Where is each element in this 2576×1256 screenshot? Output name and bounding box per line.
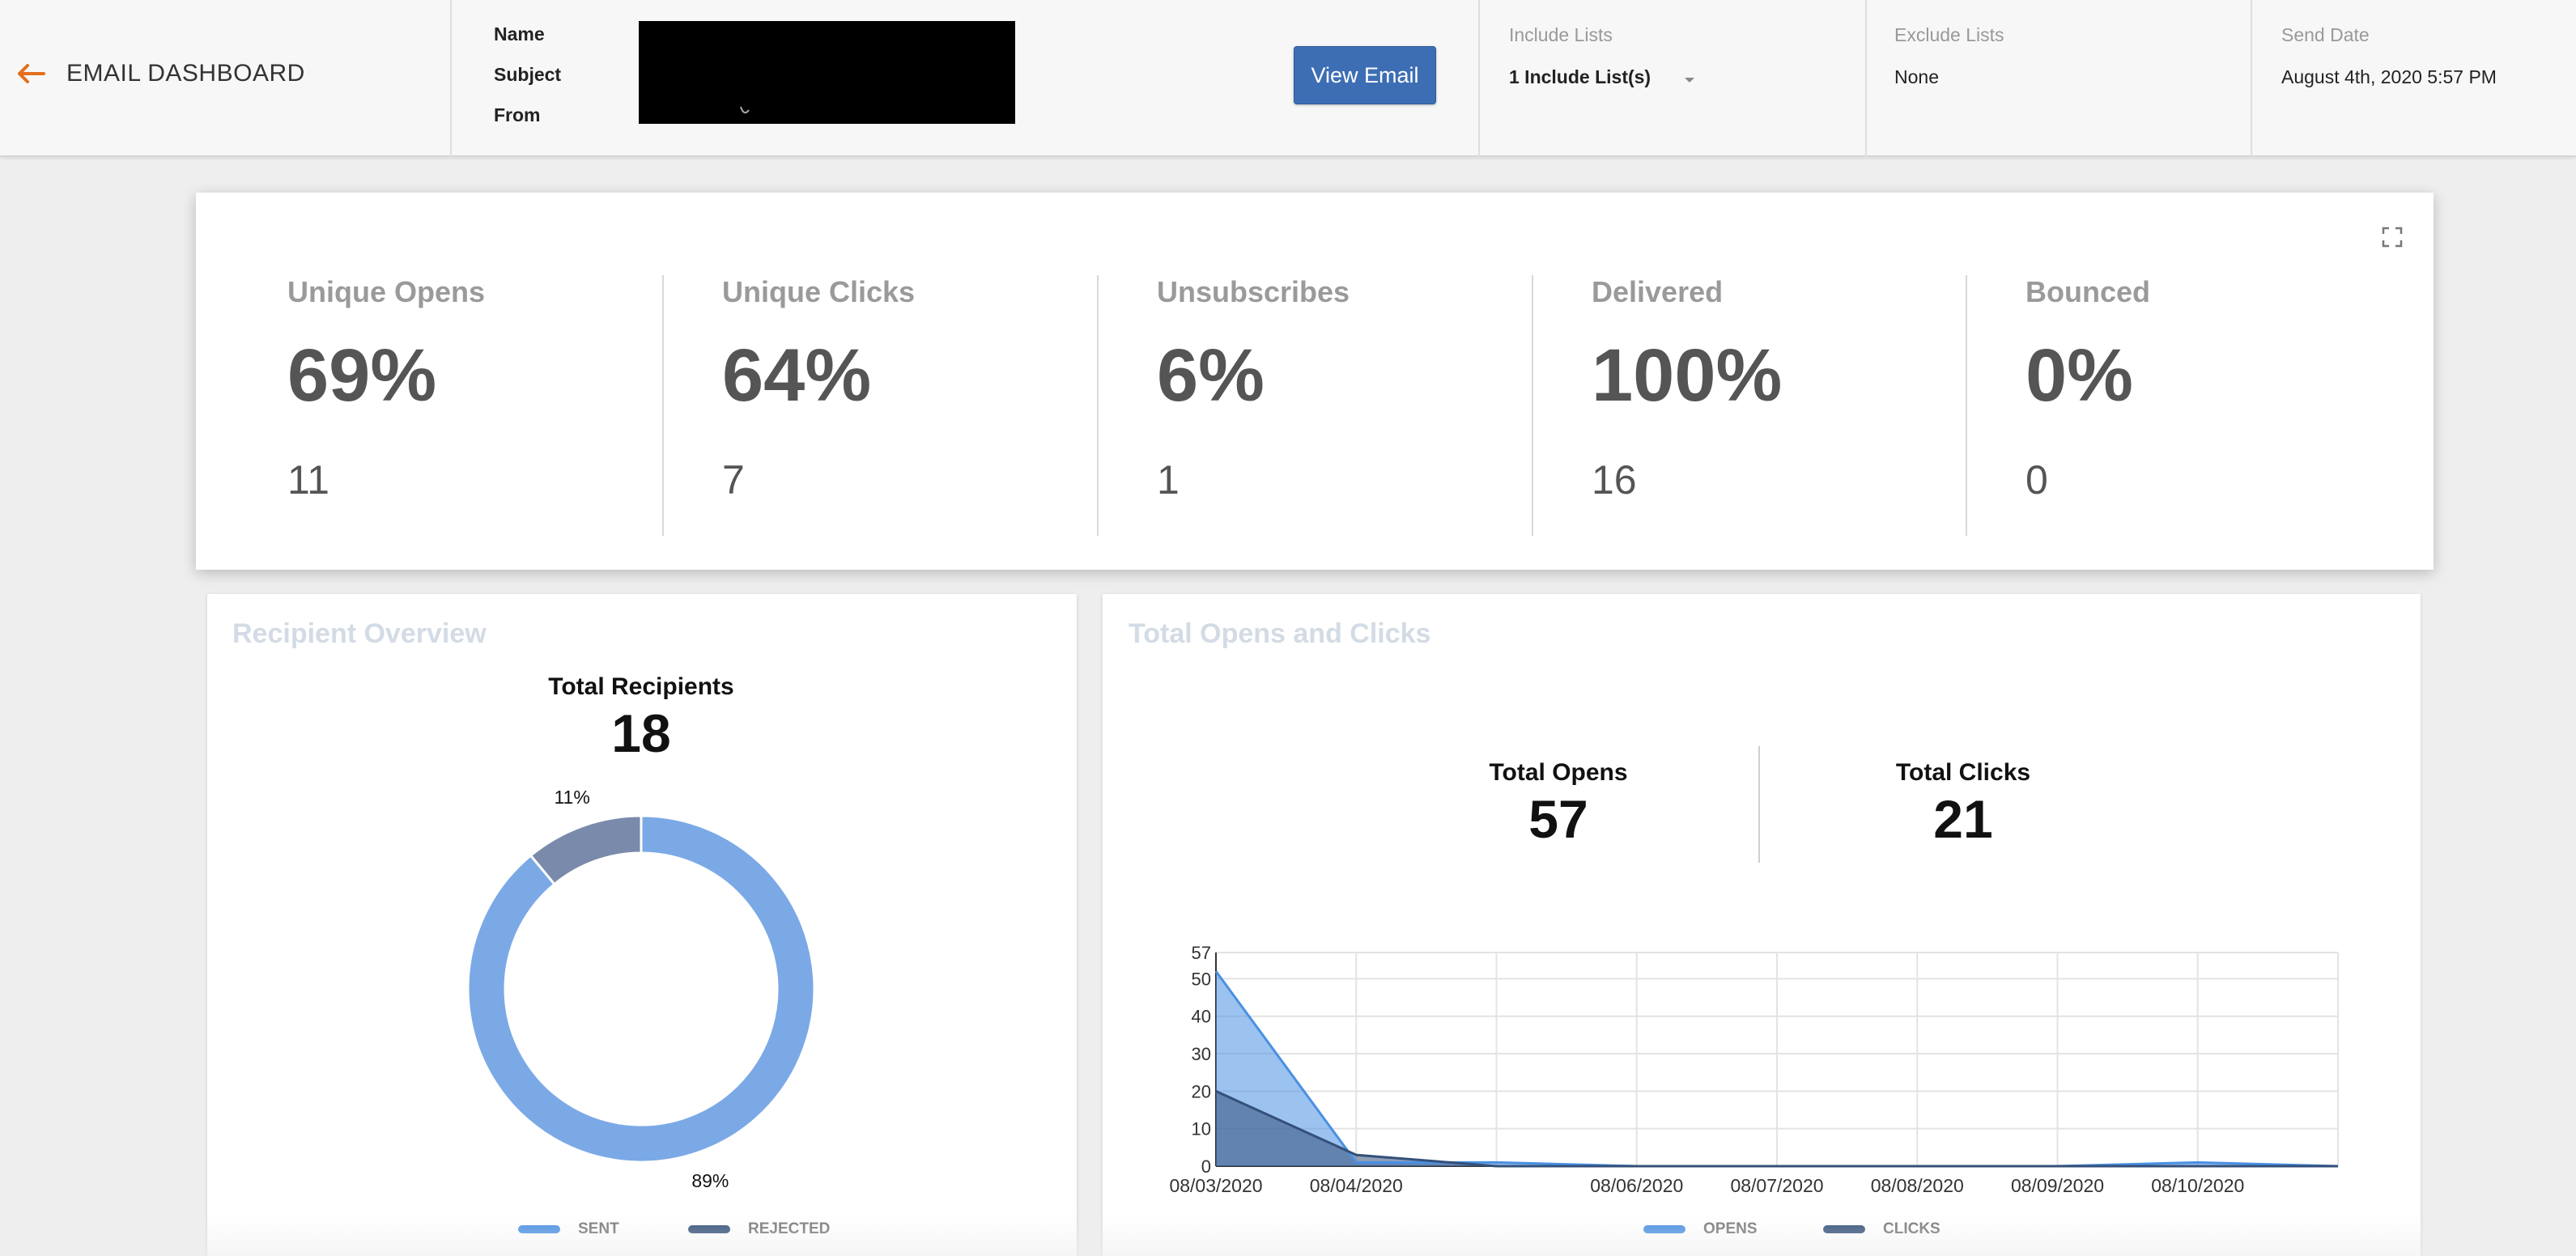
x-tick-label: 08/06/2020 [1590,1175,1683,1196]
y-tick-label: 57 [1192,943,1211,963]
x-tick-label: 08/04/2020 [1310,1175,1403,1196]
total-opens-value: 57 [1528,789,1588,849]
y-tick-label: 0 [1201,1156,1211,1177]
donut-slice-sent [466,814,816,1164]
x-tick-label: 08/09/2020 [2011,1175,2104,1196]
stat-divider [1532,275,1533,536]
y-tick-label: 50 [1192,969,1211,989]
stat-label: Unique Clicks [722,275,916,308]
stat-count: 11 [287,457,329,503]
include-lists-label: Include Lists [1509,24,1613,45]
stat-percent: 64% [722,334,872,417]
stat-label: Unsubscribes [1157,275,1350,308]
y-tick-label: 30 [1192,1044,1211,1064]
stat-label: Delivered [1592,275,1724,308]
back-arrow-icon[interactable] [15,62,47,86]
donut-slice-rejected [529,814,643,886]
stat-percent: 69% [287,334,437,417]
y-tick-label: 40 [1192,1007,1211,1027]
exclude-lists-value: None [1894,66,1939,87]
from-label: From [494,104,541,125]
recipient-overview-title: Recipient Overview [232,618,487,649]
stat-label: Bounced [2026,275,2151,308]
stat-divider [662,275,664,536]
stat-label: Unique Opens [287,275,486,308]
send-date-value: August 4th, 2020 5:57 PM [2281,66,2497,87]
legend-swatch [1643,1225,1685,1233]
send-date-label: Send Date [2281,24,2370,45]
legend-opens[interactable]: OPENS [1643,1220,1758,1238]
stat-divider [1966,275,1967,536]
stat-percent: 100% [1592,334,1783,417]
stat-divider [1097,275,1099,536]
stat-count: 1 [1157,457,1180,503]
legend-label: OPENS [1703,1220,1758,1237]
y-tick-label: 10 [1192,1119,1211,1139]
redacted-email-details [639,21,1015,124]
x-tick-label: 08/07/2020 [1730,1175,1823,1196]
donut-value-label: 89% [691,1170,729,1191]
redacted-text-fragment [740,106,750,114]
donut-value-label: 11% [554,787,589,808]
view-email-button[interactable]: View Email [1294,46,1436,104]
legend-label: CLICKS [1883,1220,1941,1237]
x-tick-label: 08/08/2020 [1871,1175,1964,1196]
expand-icon[interactable] [2382,227,2403,248]
name-label: Name [494,23,545,45]
stat-percent: 0% [2026,334,2133,417]
total-clicks-label: Total Clicks [1895,759,2031,786]
stat-count: 0 [2026,457,2048,503]
total-opens-label: Total Opens [1489,759,1628,786]
page-title: EMAIL DASHBOARD [66,60,305,87]
header-divider [2251,0,2252,157]
total-recipients-value: 18 [611,703,671,763]
exclude-lists-label: Exclude Lists [1894,24,2004,45]
include-lists-select[interactable]: 1 Include List(s) [1509,66,1651,87]
totals-divider [1758,746,1760,863]
area-clicks [1216,1091,2338,1166]
header-divider [450,0,452,157]
stat-percent: 6% [1157,334,1265,417]
top-bar: EMAIL DASHBOARD Name Subject From View E… [0,0,2576,157]
total-recipients-label: Total Recipients [548,673,734,700]
chevron-down-icon[interactable] [1683,76,1696,84]
legend-clicks[interactable]: CLICKS [1823,1220,1941,1238]
header-divider [1865,0,1867,157]
x-tick-label: 08/10/2020 [2151,1175,2244,1196]
y-tick-label: 20 [1192,1081,1211,1101]
legend-swatch [1823,1225,1865,1233]
stat-count: 7 [722,457,745,503]
total-clicks-value: 21 [1933,789,1993,849]
line-clicks [1215,1090,2338,1168]
stats-card [196,193,2434,570]
x-tick-label: 08/03/2020 [1169,1175,1262,1196]
opens-clicks-title: Total Opens and Clicks [1129,618,1431,649]
header-divider [1478,0,1480,157]
subject-label: Subject [494,64,562,85]
stat-count: 16 [1592,457,1637,503]
